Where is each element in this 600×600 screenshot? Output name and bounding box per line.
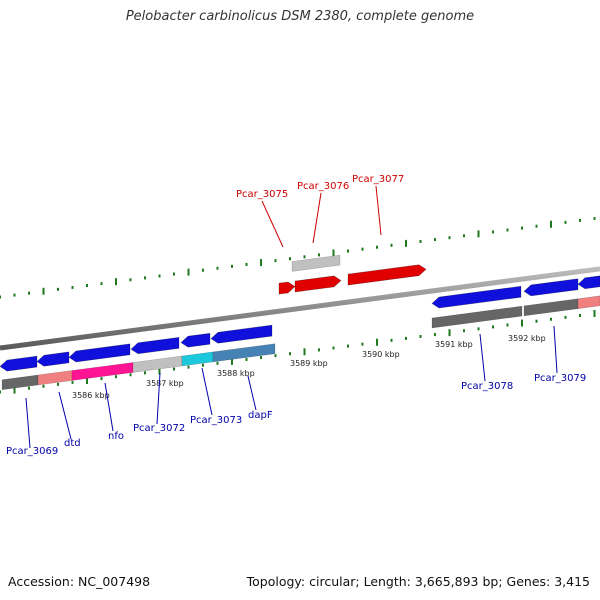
kbp-scale: 3586 kbp 3587 kbp 3588 kbp 3589 kbp 3590 kbp… <box>72 334 546 400</box>
gene-arrow-dtd <box>36 351 70 367</box>
scale-label: 3591 kbp <box>435 340 473 349</box>
cog-bar <box>1 374 39 391</box>
cog-bar <box>291 254 341 272</box>
scale-label: 3589 kbp <box>290 359 328 368</box>
gene-arrow-Pcar_3078 <box>431 285 522 309</box>
gene-label-Pcar_3079: Pcar_3079 <box>534 373 586 384</box>
cog-bar <box>37 370 73 386</box>
upper-tick-marks <box>0 217 596 299</box>
gene-labels: Pcar_3069 dtd nfo Pcar_3072 Pcar_3073 dapF Pca… <box>6 174 586 457</box>
leader-line <box>104 382 114 432</box>
genome-title: Pelobacter carbinolicus DSM 2380, comple… <box>125 9 475 24</box>
leader-line <box>247 375 257 411</box>
gene-arrow-Pcar_3073 <box>180 332 211 348</box>
gene-label-Pcar_3078: Pcar_3078 <box>461 381 513 392</box>
gene-label-dtd: dtd <box>64 438 81 449</box>
gene-label-Pcar_3069: Pcar_3069 <box>6 446 58 457</box>
gene-arrow-Pcar_3077 <box>347 264 427 286</box>
gene-arrow-Pcar_3069 <box>0 355 38 372</box>
gene-label-Pcar_3072: Pcar_3072 <box>133 423 185 434</box>
gene-arrows <box>0 264 600 372</box>
leader-line <box>479 333 486 382</box>
cog-bar <box>577 295 600 309</box>
scale-label: 3590 kbp <box>362 350 400 359</box>
cog-bar <box>212 343 276 363</box>
gene-arrow-dapF <box>210 324 273 344</box>
scale-label: 3588 kbp <box>217 369 255 378</box>
gene-label-Pcar_3077: Pcar_3077 <box>352 174 404 185</box>
leader-line <box>58 391 72 440</box>
genome-backbone <box>0 266 600 351</box>
cog-bar <box>181 351 214 367</box>
gene-arrow-nfo <box>68 343 131 363</box>
gene-label-Pcar_3075: Pcar_3075 <box>236 189 288 200</box>
genome-summary: Topology: circular; Length: 3,665,893 bp… <box>246 574 590 589</box>
leader-line <box>156 372 161 425</box>
gene-arrow-Pcar_3075 <box>278 281 296 295</box>
leader-line <box>201 367 213 416</box>
cog-color-bars <box>1 254 600 391</box>
accession-label: Accession: NC_007498 <box>8 574 151 589</box>
scale-label: 3587 kbp <box>146 379 184 388</box>
gene-label-dapF: dapF <box>248 410 273 421</box>
leader-line <box>261 200 284 248</box>
cog-bar <box>431 305 523 329</box>
gene-arrow-Pcar_3076 <box>294 275 342 293</box>
gene-label-Pcar_3076: Pcar_3076 <box>297 181 349 192</box>
gene-arrow-partial <box>577 275 600 290</box>
leader-line <box>553 325 558 374</box>
scale-label: 3586 kbp <box>72 391 110 400</box>
leader-line <box>25 397 31 449</box>
cog-bar <box>523 298 579 317</box>
backbone-line <box>0 266 600 351</box>
gene-label-Pcar_3073: Pcar_3073 <box>190 415 242 426</box>
scale-label: 3592 kbp <box>508 334 546 343</box>
gene-label-nfo: nfo <box>108 431 124 442</box>
leader-line <box>375 185 382 236</box>
gene-arrow-Pcar_3072 <box>130 337 180 355</box>
gene-arrow-Pcar_3079 <box>523 278 579 297</box>
leader-line <box>312 192 322 244</box>
